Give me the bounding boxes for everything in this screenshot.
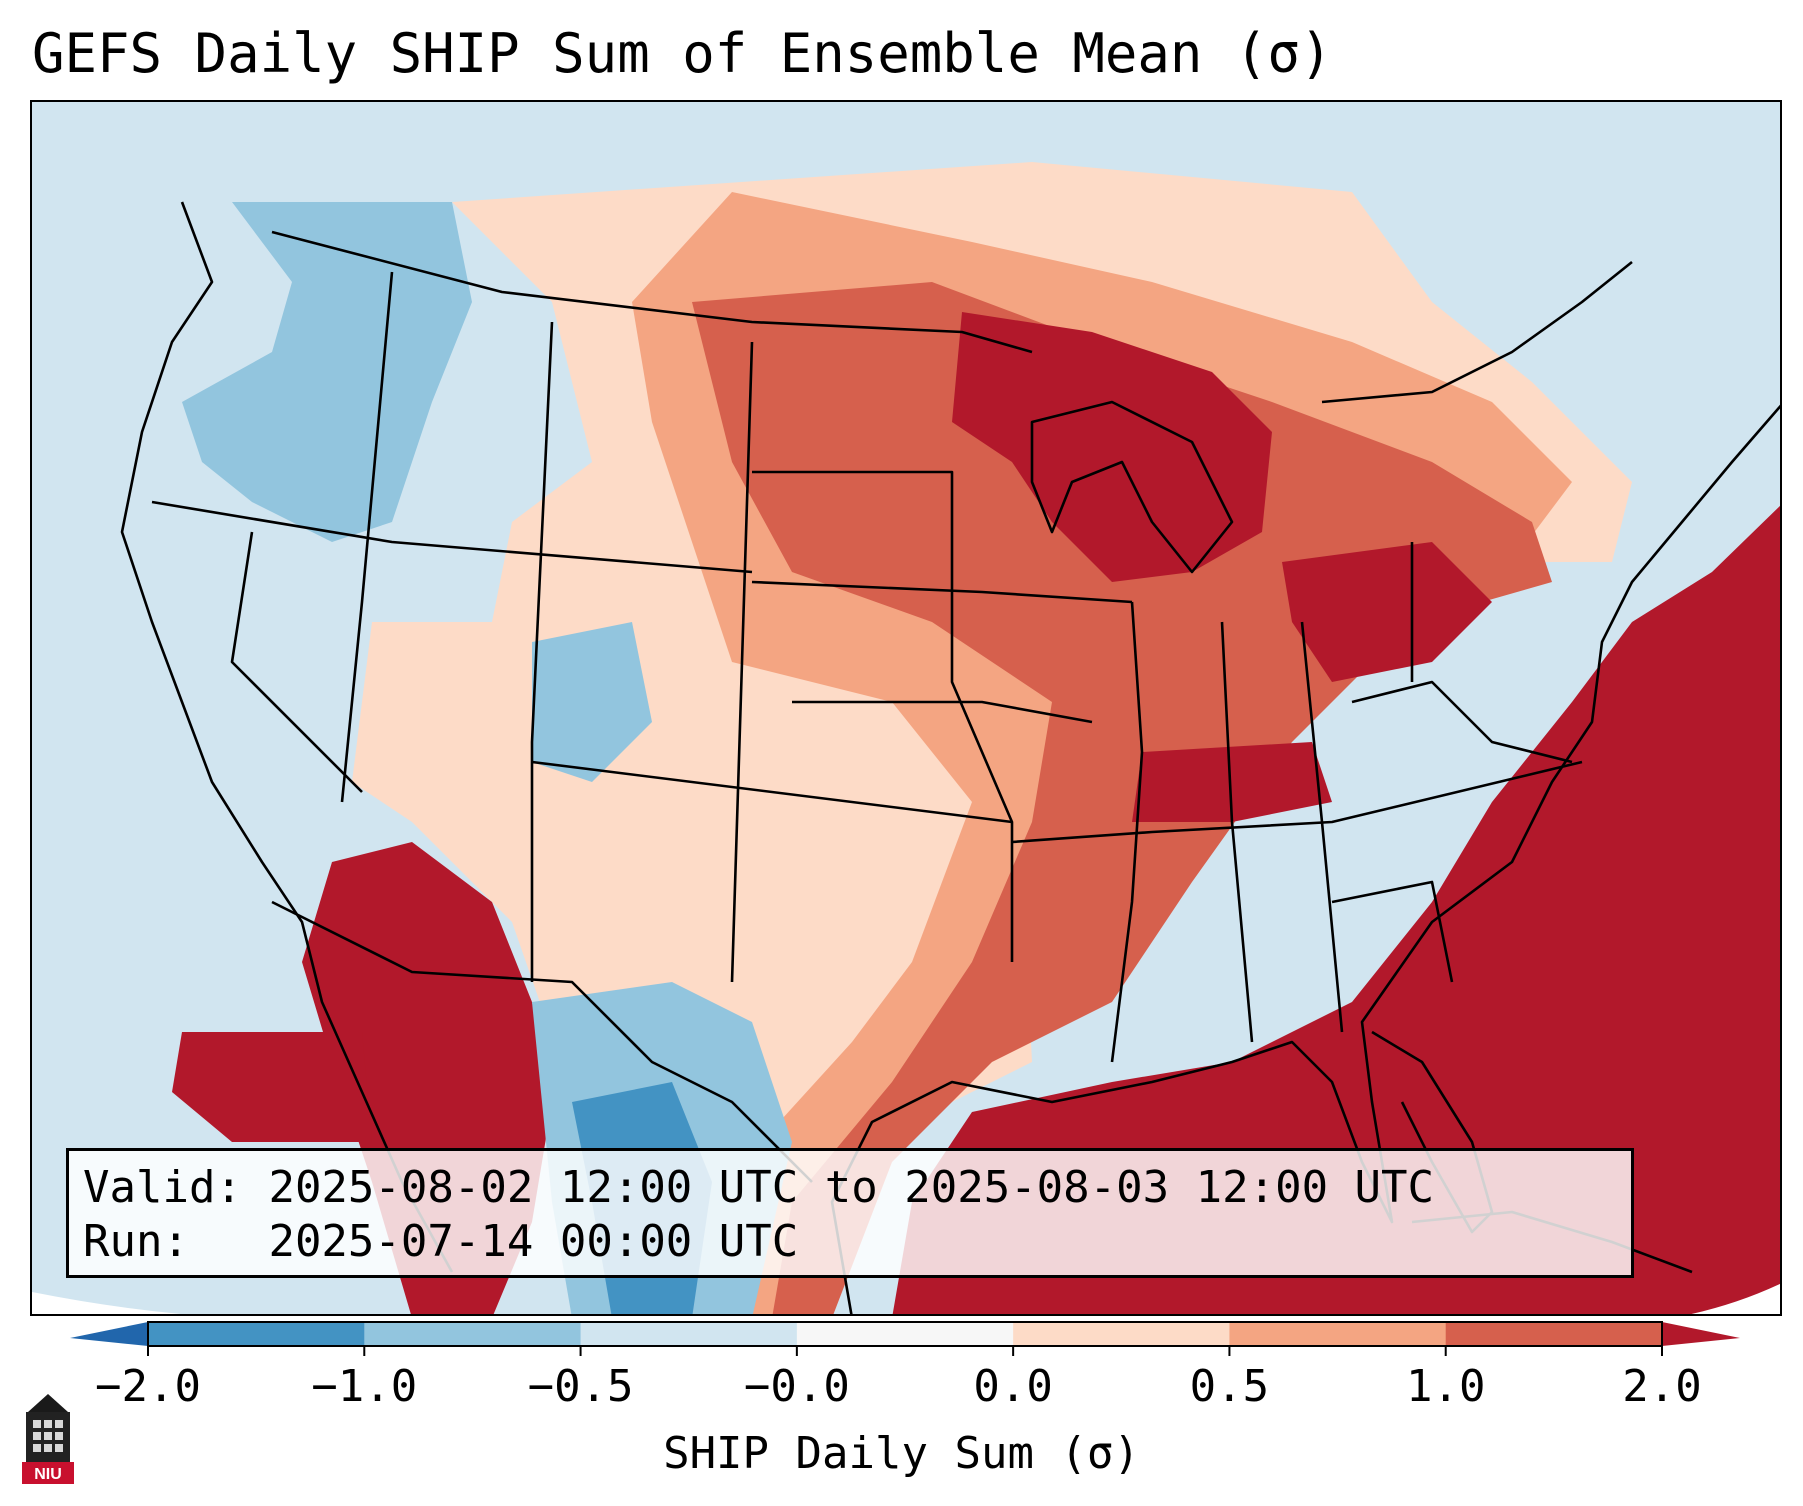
colorbar-axis-label: SHIP Daily Sum (σ) [663,1428,1140,1479]
state-line-f [531,760,1013,824]
colorbar-extend-high [1662,1322,1740,1346]
colorbar-bin [580,1322,798,1346]
negative-rockies [532,622,652,782]
colorbar-ticks [147,1346,1663,1356]
colorbar-bin [1013,1322,1230,1346]
map-panel [30,100,1782,1316]
strong-positive-ohio [1282,542,1492,682]
great-lakes-outline [1030,400,1234,574]
colorbar-bin [1229,1322,1447,1346]
state-line-h [751,580,1133,604]
strong-positive-pacific [172,1032,372,1142]
state-line-g [752,470,1014,962]
colorbar-tick-label: 2.0 [1622,1361,1702,1412]
pacific-coastline [120,201,454,1273]
mexico-border [271,900,813,1183]
university-tower-icon: NIU [22,1394,74,1484]
colorbar-tick-label: −0.0 [743,1361,850,1412]
colorbar [70,1321,1740,1356]
state-line-i [792,700,1093,724]
state-line-c [151,500,753,574]
state-line-p [1331,880,1454,983]
colorbar-bin [364,1322,582,1346]
northeast-border [1321,260,1633,404]
colorbar-tick-label: −0.5 [527,1361,634,1412]
colorbar-bin [796,1322,1014,1346]
state-line-m [1300,621,1344,1033]
anomaly-map [32,102,1780,1314]
state-line-k [1110,601,1144,1063]
run-time: 2025-07-14 00:00 UTC [268,1216,799,1267]
map-corner-white [32,1292,181,1314]
state-line-a [340,271,394,803]
run-label: Run: [83,1216,189,1267]
state-line-e [730,341,754,983]
colorbar-extend-low [70,1322,148,1346]
map-corner-white-right [1691,1283,1780,1314]
colorbar-tick-label: 1.0 [1405,1361,1486,1412]
state-line-b [530,321,554,982]
strong-positive-southeast [892,505,1780,1314]
valid-run-info-box: Valid: 2025-08-02 12:00 UTC to 2025-08-0… [66,1148,1634,1278]
logo-badge [22,1462,74,1484]
strong-positive-midwest [952,312,1272,582]
negative-northwest [182,202,472,542]
colorbar-tick-label: −1.0 [311,1361,418,1412]
canada-border [271,230,1033,354]
moderate-positive-region [692,282,1552,1314]
strong-positive-tennessee [1132,742,1332,822]
state-line-n [1351,680,1573,764]
logo-text: NIU [34,1466,62,1483]
colorbar-bin [1445,1322,1663,1346]
colorbar-tick-label: 0.5 [1189,1361,1270,1412]
colorbar-tick-label: −2.0 [95,1361,201,1412]
colorbar-tick-label: 0.0 [973,1361,1053,1412]
colorbar-bins [148,1322,1663,1346]
state-line-l [1220,621,1254,1043]
colorbar-bin [148,1322,365,1346]
valid-time-range: 2025-08-02 12:00 UTC to 2025-08-03 12:00… [268,1162,1435,1213]
colorbar-outline [147,1321,1663,1347]
state-line-d [230,531,363,793]
logo-roof [28,1394,68,1412]
map-title: GEFS Daily SHIP Sum of Ensemble Mean (σ) [32,22,1333,85]
state-line-j [1011,760,1583,844]
valid-label: Valid: [83,1162,242,1213]
